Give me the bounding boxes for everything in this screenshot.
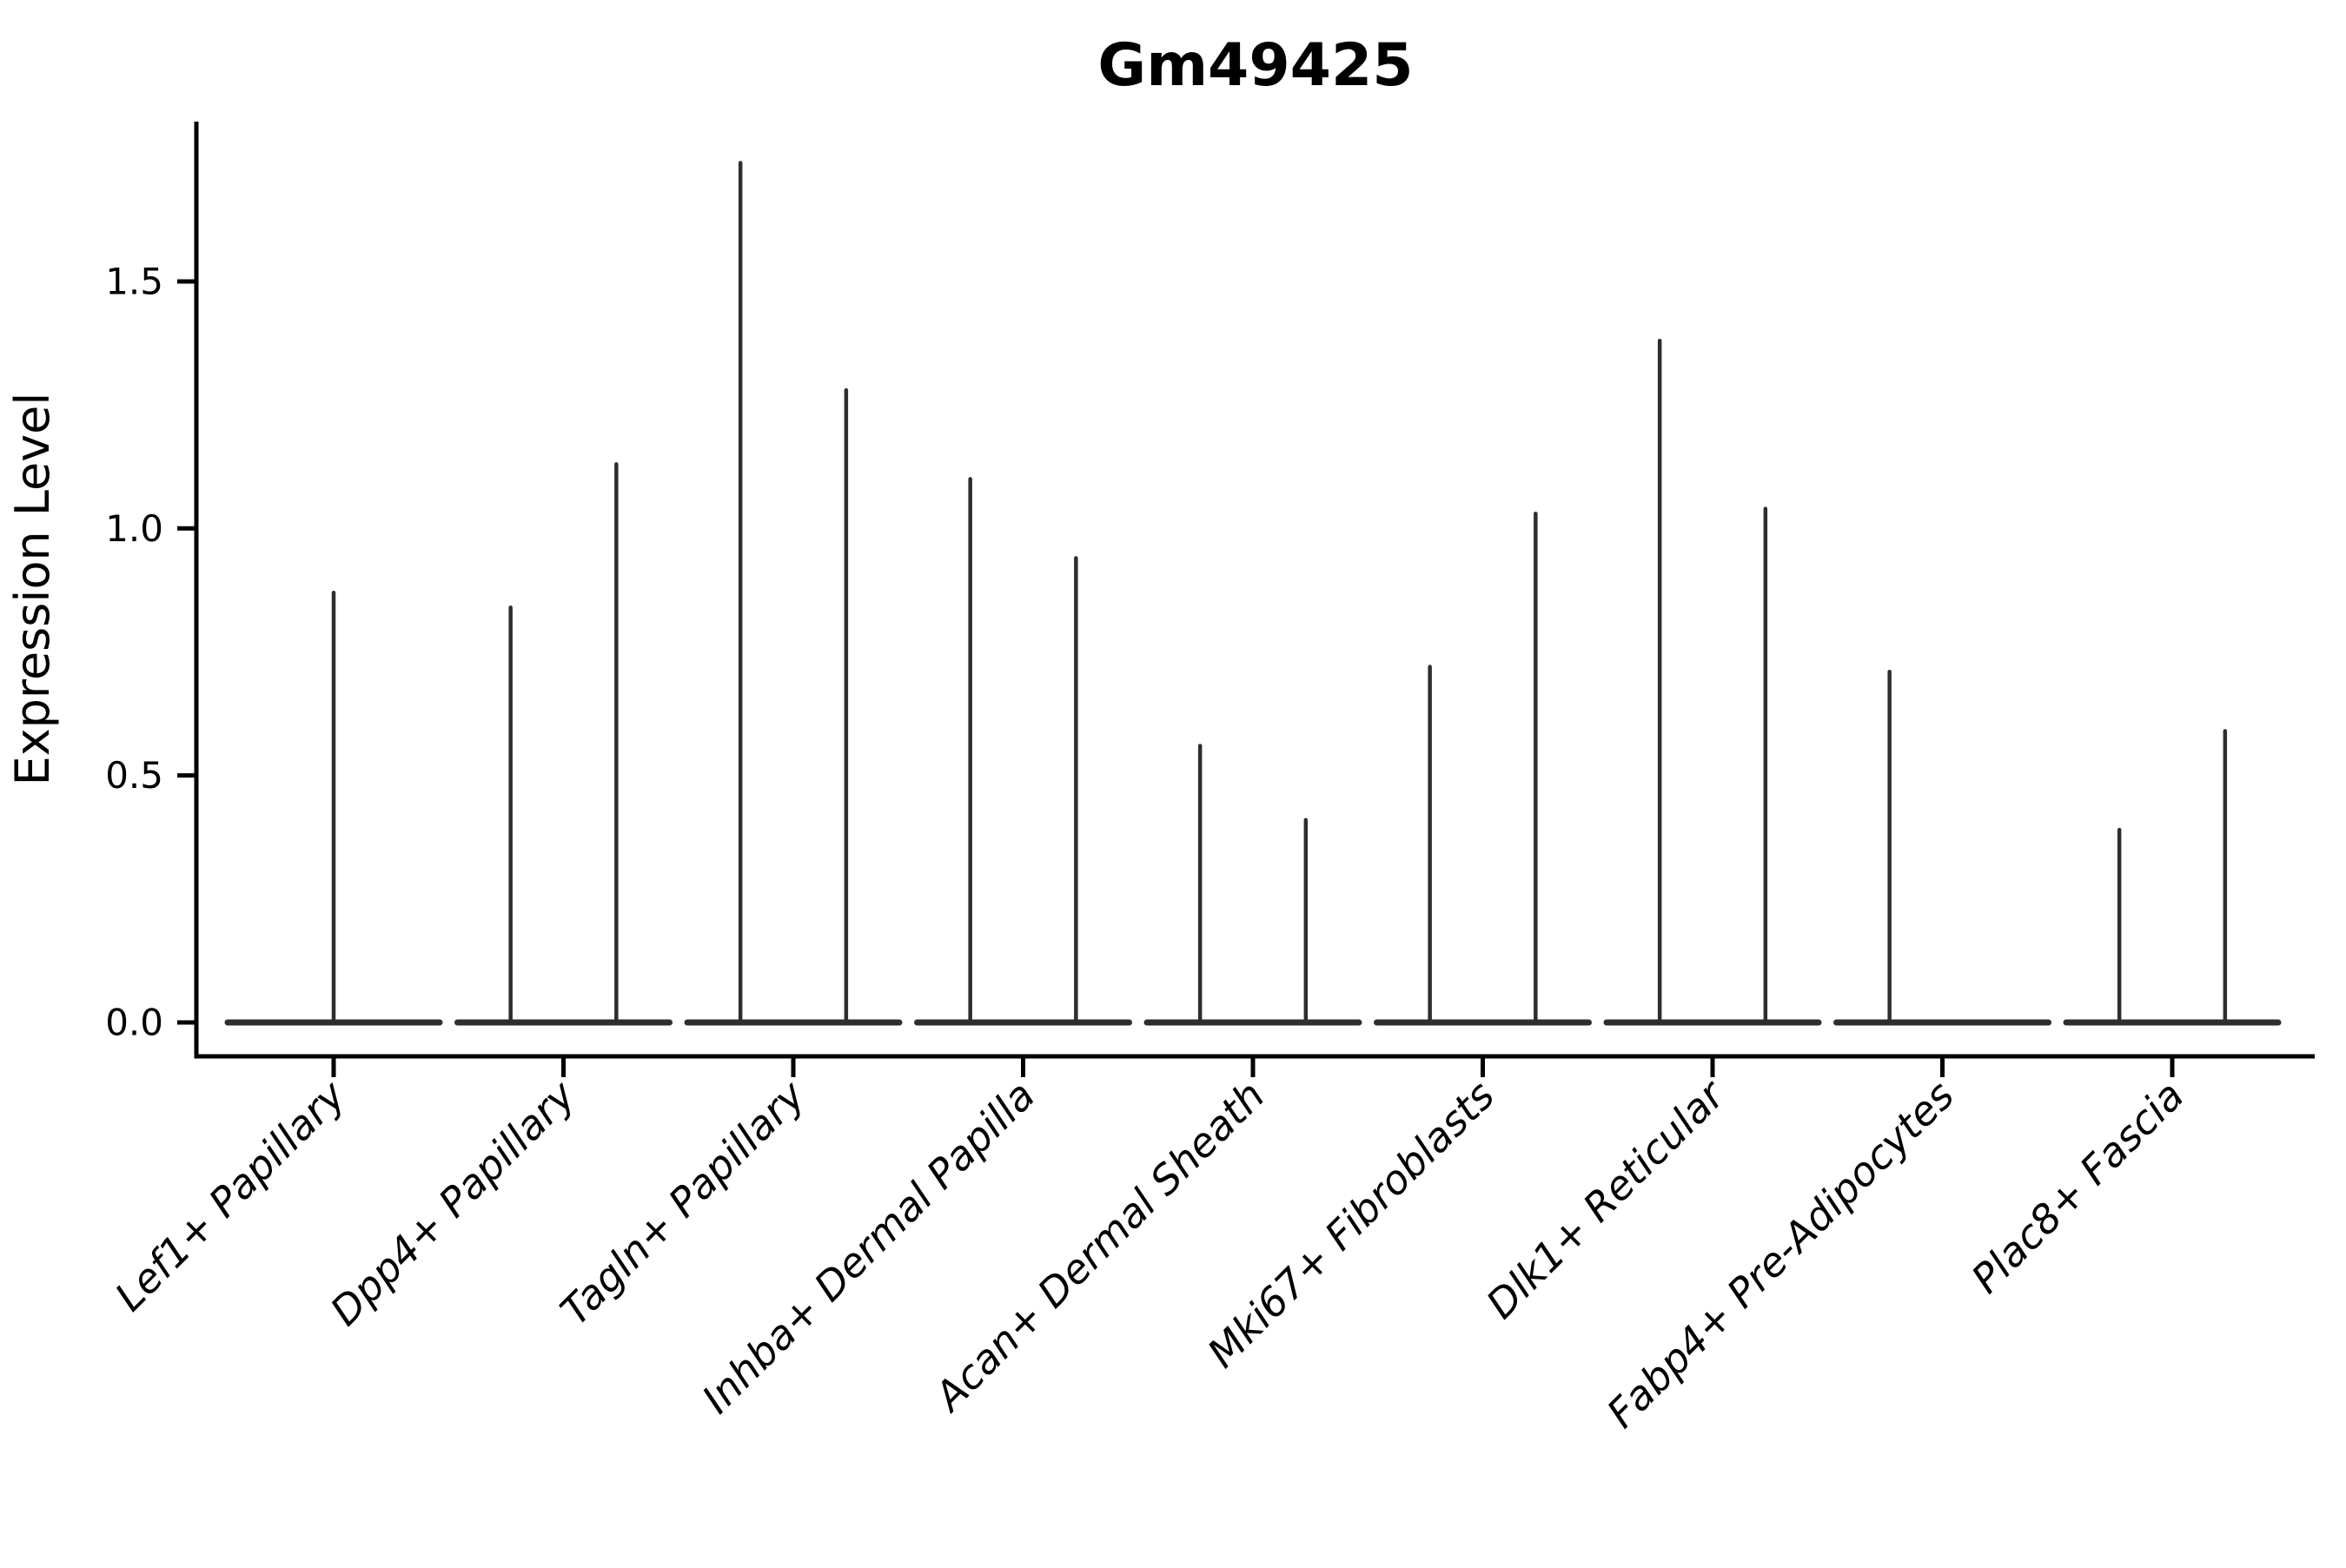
y-tick-label: 1.0 (105, 507, 163, 550)
y-tick-label: 0.5 (105, 754, 163, 797)
violins (224, 161, 2282, 1026)
y-tick-label: 1.5 (105, 260, 163, 302)
y-axis-label: Expression Level (5, 393, 60, 786)
x-tick-label: Dpp4+ Papillary (321, 1071, 585, 1334)
y-axis-ticks: 0.0 0.5 1.0 1.5 (105, 260, 196, 1044)
x-tick-label: Lef1+ Papillary (106, 1071, 355, 1320)
x-tick-label: Plac8+ Fascia (1962, 1072, 2192, 1302)
y-tick-label: 0.0 (105, 1002, 163, 1044)
chart-title: Gm49425 (1097, 31, 1413, 100)
x-tick-label: Tagln+ Papillary (551, 1071, 814, 1334)
x-tick-label: Dlk1+ Reticular (1477, 1069, 1735, 1327)
